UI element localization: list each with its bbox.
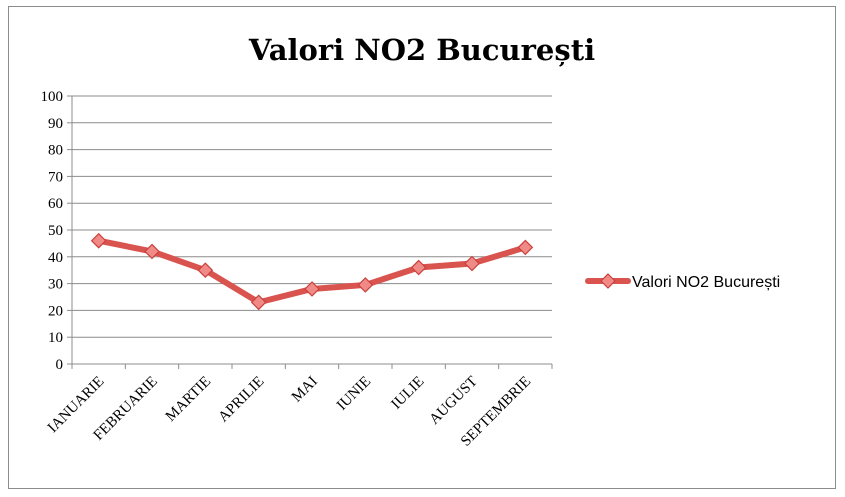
y-tick-label: 90 <box>48 116 63 132</box>
data-point <box>304 281 320 297</box>
data-point <box>410 259 427 276</box>
y-tick-label: 100 <box>41 89 64 105</box>
x-tick-label: MARTIE <box>163 374 214 425</box>
y-tick-labels: 0 10 20 30 40 50 60 70 80 90 100 <box>41 89 64 373</box>
y-tick-label: 50 <box>48 223 63 239</box>
y-tick-label: 60 <box>48 196 63 212</box>
y-tick-label: 30 <box>48 277 63 293</box>
y-tick-label: 80 <box>48 143 63 159</box>
x-tick-label: IUNIE <box>334 374 374 414</box>
x-tick-label: APRILIE <box>216 374 268 426</box>
x-tick-label: AUGUST <box>426 374 480 428</box>
data-point <box>464 255 480 272</box>
data-point <box>197 262 214 279</box>
chart-title: Valori NO2 București <box>248 33 595 67</box>
series-group <box>90 232 534 311</box>
data-point <box>357 277 374 293</box>
x-tick-label: IULIE <box>388 374 427 413</box>
data-point <box>517 239 534 256</box>
y-tick-label: 20 <box>48 303 63 319</box>
data-point <box>90 232 107 249</box>
data-point <box>144 243 160 260</box>
y-tick-label: 40 <box>48 250 63 266</box>
y-tick-label: 10 <box>48 330 63 346</box>
y-tick-label: 0 <box>56 357 64 373</box>
data-point <box>250 294 267 311</box>
axes <box>71 96 553 369</box>
legend-label: Valori NO2 București <box>632 274 780 291</box>
y-tick-label: 70 <box>48 169 63 185</box>
legend-marker-swatch <box>600 273 616 289</box>
legend: Valori NO2 București <box>585 273 780 291</box>
gridlines <box>67 95 552 365</box>
x-tick-label: MAI <box>289 374 321 406</box>
